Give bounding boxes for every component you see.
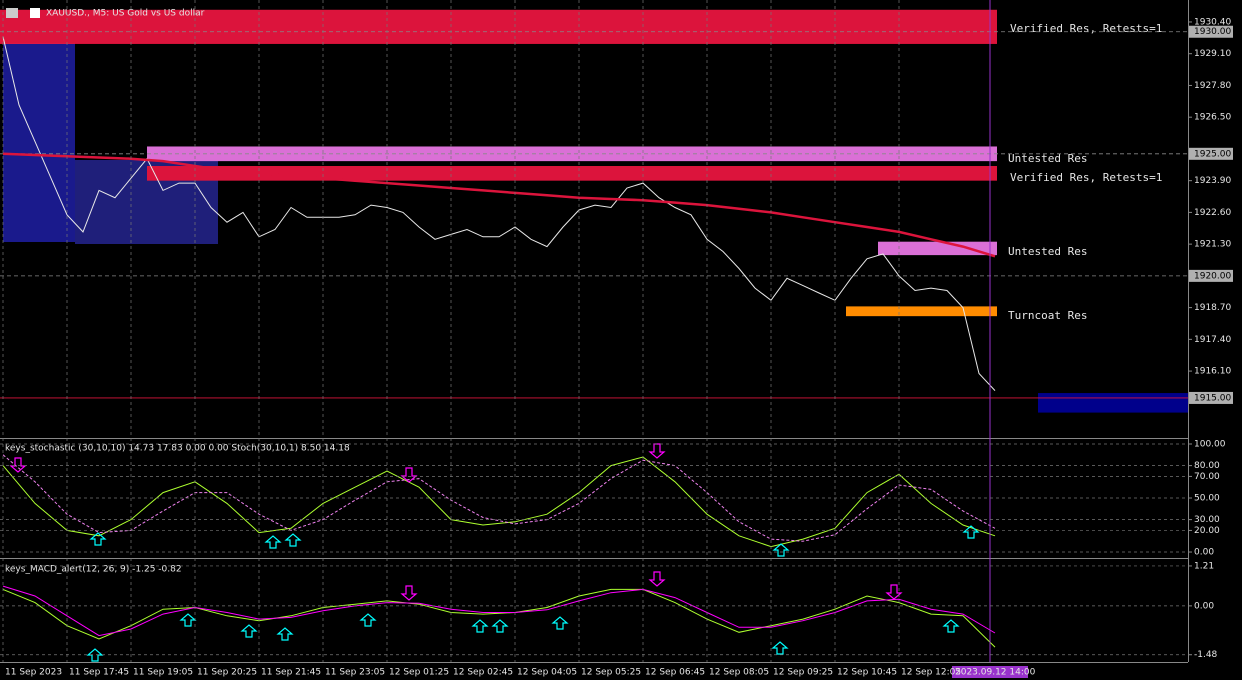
chart-title: XAUUSD., M5: US Gold vs US dollar	[46, 9, 205, 19]
y-tick-label: 1916.10	[1194, 367, 1231, 377]
x-tick-label: 12 Sep 10:45	[837, 668, 897, 678]
zone-label: Turncoat Res	[1008, 309, 1087, 322]
series-line	[2, 585, 996, 637]
y-tick-label: 70.00	[1194, 472, 1220, 482]
zone-label: Verified Res, Retests=1	[1010, 171, 1162, 184]
y-tick-label: 80.00	[1194, 461, 1220, 471]
series-line	[2, 588, 996, 648]
x-tick-label: 12 Sep 01:25	[389, 668, 449, 678]
x-tick-label: 11 Sep 19:05	[133, 668, 193, 678]
x-tick-label: 12 Sep 12:05	[901, 668, 961, 678]
x-tick-label: 12 Sep 08:05	[709, 668, 769, 678]
y-tick-label: -1.48	[1194, 650, 1218, 660]
series-line	[2, 152, 996, 258]
zone	[0, 9, 997, 44]
price-level-label: 1930.00	[1194, 27, 1231, 37]
y-tick-label: 0.00	[1194, 601, 1214, 611]
zone	[147, 146, 997, 162]
y-tick-label: 50.00	[1194, 494, 1220, 504]
price-level-box	[1189, 269, 1233, 282]
zone	[1038, 393, 1188, 413]
price-level-box	[1189, 25, 1233, 38]
zone	[878, 241, 997, 256]
x-tick-label: 11 Sep 23:05	[325, 668, 385, 678]
y-tick-label: 20.00	[1194, 526, 1220, 536]
zone-label: Verified Res, Retests=1	[1010, 22, 1162, 35]
indicator-title: keys_MACD_alert(12, 26, 9) -1.25 -0.82	[5, 565, 182, 575]
zone	[846, 306, 997, 317]
zone-label: Untested Res	[1008, 245, 1087, 258]
y-tick-label: 1930.40	[1194, 17, 1231, 27]
y-tick-label: 1929.10	[1194, 49, 1231, 59]
y-tick-label: 0.00	[1194, 548, 1214, 558]
price-level-box	[1189, 391, 1233, 404]
symbol-icon	[30, 8, 40, 18]
y-tick-label: 1926.50	[1194, 113, 1231, 123]
cursor-label-box	[952, 666, 1028, 678]
x-tick-label: 12 Sep 02:45	[453, 668, 513, 678]
price-level-label: 1920.00	[1194, 271, 1231, 281]
zone-label: Untested Res	[1008, 152, 1087, 165]
x-tick-label: 11 Sep 2023	[5, 668, 62, 678]
y-tick-label: 100.00	[1194, 439, 1226, 449]
series-line	[2, 36, 996, 391]
cursor-label: 2023.09.12 14:00	[955, 668, 1036, 678]
x-tick-label: 11 Sep 20:25	[197, 668, 257, 678]
x-tick-label: 11 Sep 21:45	[261, 668, 321, 678]
y-tick-label: 1922.60	[1194, 208, 1231, 218]
x-tick-label: 12 Sep 04:05	[517, 668, 577, 678]
y-tick-label: 1917.40	[1194, 335, 1231, 345]
y-tick-label: 1918.70	[1194, 303, 1231, 313]
y-tick-label: 30.00	[1194, 515, 1220, 525]
y-tick-label: 1927.80	[1194, 81, 1231, 91]
x-tick-label: 12 Sep 09:25	[773, 668, 833, 678]
y-tick-label: 1.21	[1194, 561, 1214, 571]
x-tick-label: 12 Sep 06:45	[645, 668, 705, 678]
price-level-label: 1925.00	[1194, 149, 1231, 159]
indicator-title: keys_stochastic (30,10,10) 14.73 17.83 0…	[5, 444, 350, 454]
y-tick-label: 1923.90	[1194, 176, 1231, 186]
range-box	[3, 30, 75, 242]
price-level-box	[1189, 147, 1233, 160]
y-tick-label: 1921.30	[1194, 240, 1231, 250]
x-tick-label: 11 Sep 17:45	[69, 668, 129, 678]
menu-icon[interactable]	[6, 8, 18, 18]
x-tick-label: 12 Sep 05:25	[581, 668, 641, 678]
zone	[147, 166, 997, 181]
price-level-label: 1915.00	[1194, 393, 1231, 403]
